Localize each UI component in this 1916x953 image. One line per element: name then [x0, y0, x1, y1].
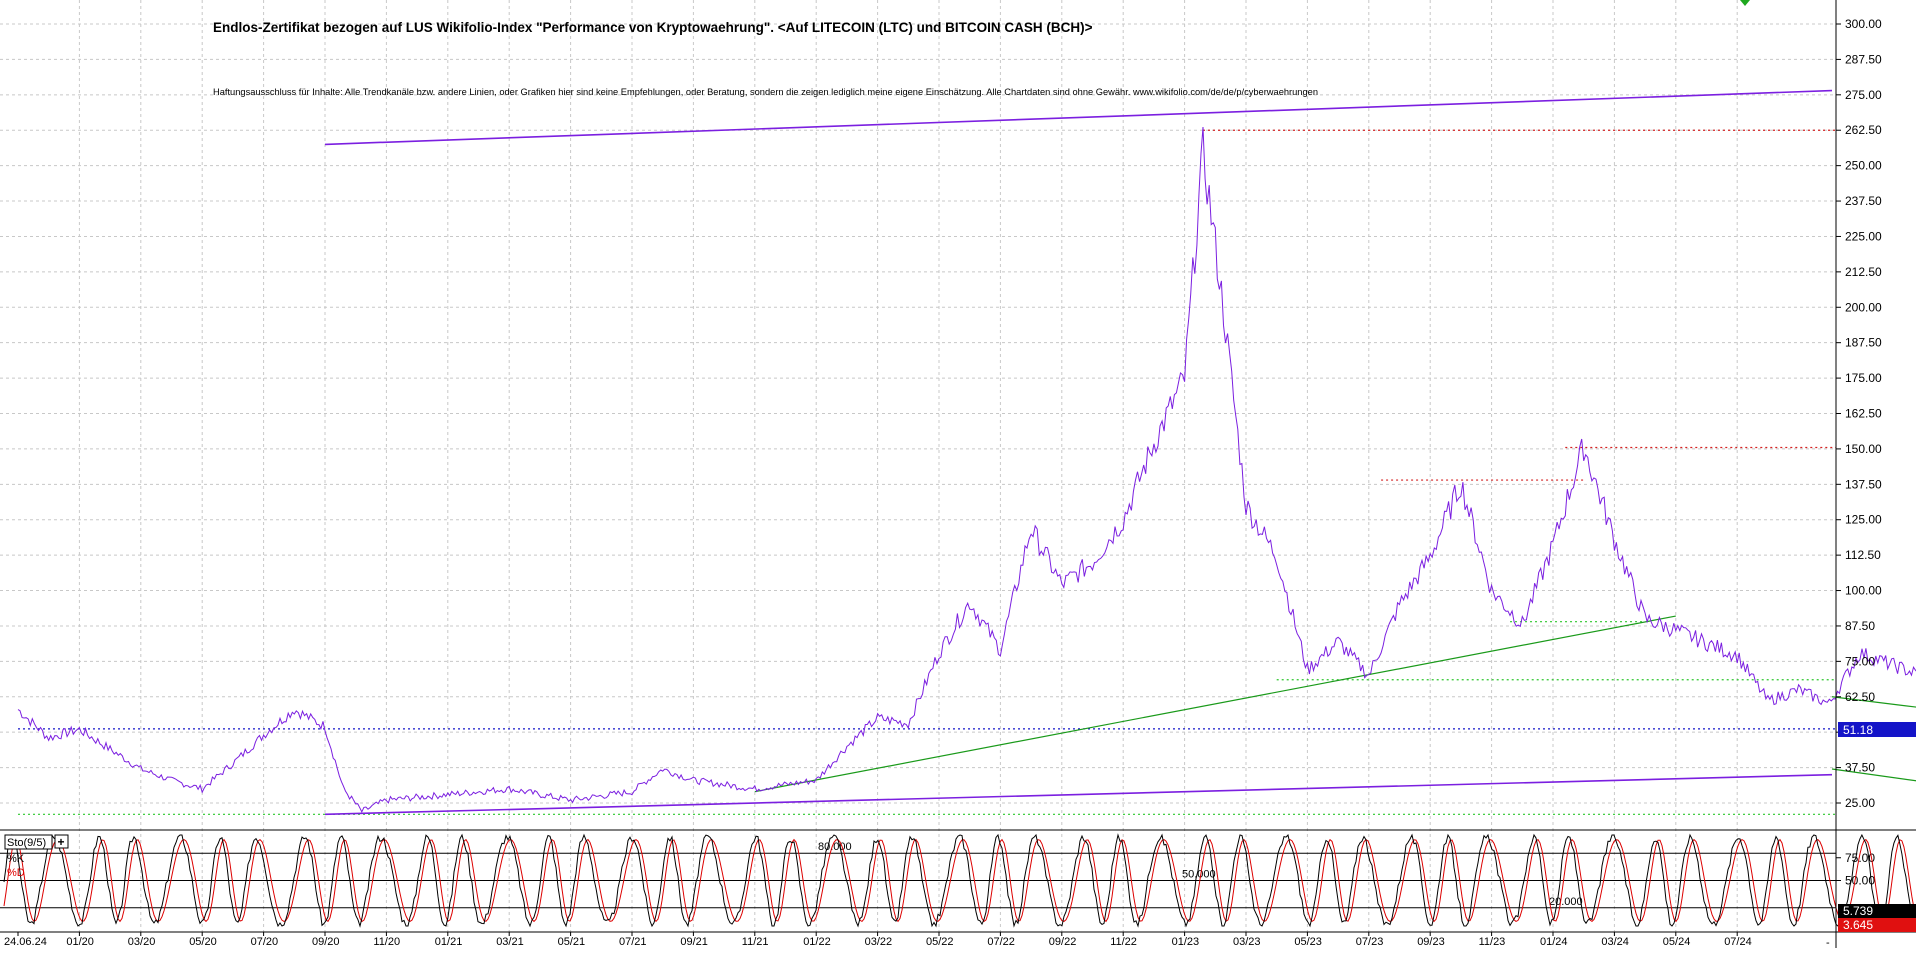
x-axis: 24.06.24 01/20 03/20 05/20 07/20 09/20 11/20 01…	[4, 932, 1752, 948]
x-tick-label: 09/21	[680, 936, 708, 948]
trend-line	[324, 89, 1833, 146]
y-tick-label: 75.00	[1845, 654, 1875, 668]
x-tick-label: 03/24	[1601, 936, 1629, 948]
y-tick-label: 137.50	[1845, 477, 1882, 491]
y-tick-label: 162.50	[1845, 407, 1882, 421]
y-tick-label: 175.00	[1845, 371, 1882, 385]
x-tick-label: 07/24	[1724, 936, 1752, 948]
trend-line	[754, 615, 1676, 793]
x-tick-label: 05/21	[558, 936, 586, 948]
y-tick-label: 237.50	[1845, 194, 1882, 208]
scroll-dash-icon[interactable]: -	[1826, 937, 1830, 949]
levels-layer	[18, 129, 1836, 815]
x-tick-label: 01/21	[435, 936, 463, 948]
y-tick-label: 212.50	[1845, 265, 1882, 279]
x-tick-label: 09/22	[1049, 936, 1077, 948]
stoch-k-line	[3, 833, 1916, 928]
x-tick-label: 05/23	[1294, 936, 1322, 948]
y-tick-label: 200.00	[1845, 300, 1882, 314]
grid-layer	[0, 0, 1836, 932]
osc-level-label: 50.000	[1182, 869, 1216, 881]
price-y-axis: 300.00 287.50 275.00 262.50 250.00 237.50 225.…	[1836, 17, 1882, 810]
x-tick-label: 03/23	[1233, 936, 1261, 948]
x-tick-label: 01/20	[66, 936, 94, 948]
k-legend-label: %K	[7, 853, 25, 865]
oscillator-label-box	[4, 834, 53, 850]
x-tick-label: 11/22	[1110, 936, 1137, 948]
x-tick-label: 07/21	[619, 936, 647, 948]
d-value-label: 3.645	[1843, 918, 1873, 932]
last-value-box	[1838, 722, 1916, 737]
d-value-box	[1838, 918, 1916, 932]
k-value-label: 5.739	[1843, 904, 1873, 918]
y-tick-label: 37.50	[1845, 761, 1875, 775]
trend-line	[1831, 696, 1916, 708]
last-value-label: 51.18	[1843, 723, 1873, 737]
y-tick-label: 125.00	[1845, 513, 1882, 527]
x-tick-label: 09/23	[1417, 936, 1445, 948]
y-tick-label: 275.00	[1845, 88, 1882, 102]
d-legend-label: %D	[7, 867, 25, 879]
stoch-d-line	[3, 838, 1916, 923]
x-tick-label: 01/22	[803, 936, 831, 948]
x-tick-label: 05/20	[189, 936, 217, 948]
chart-title: Endlos-Zertifikat bezogen auf LUS Wikifo…	[213, 20, 1093, 35]
x-tick-label: 11/21	[742, 936, 769, 948]
y-tick-label: 25.00	[1845, 796, 1875, 810]
y-tick-label: 287.50	[1845, 52, 1882, 66]
x-tick-label: 11/20	[373, 936, 400, 948]
y-tick-label: 300.00	[1845, 17, 1882, 31]
trend-layer	[324, 89, 1916, 816]
trend-line	[1831, 768, 1916, 782]
x-tick-label: 03/21	[496, 936, 524, 948]
x-tick-label: 07/23	[1356, 936, 1384, 948]
y-tick-label: 225.00	[1845, 229, 1882, 243]
osc-y-tick-label: 50.00	[1845, 874, 1875, 888]
y-tick-label: 62.50	[1845, 690, 1875, 704]
series-layer	[17, 126, 1916, 813]
x-tick-label: 05/22	[926, 936, 954, 948]
x-tick-label: 07/20	[251, 936, 279, 948]
oscillator-label: Sto(9/5)	[7, 837, 46, 849]
y-tick-label: 87.50	[1845, 619, 1875, 633]
x-tick-label: 01/23	[1172, 936, 1200, 948]
y-tick-label: 250.00	[1845, 159, 1882, 173]
price-series-line	[17, 126, 1916, 813]
y-tick-label: 150.00	[1845, 442, 1882, 456]
osc-level-label: 80.000	[818, 841, 852, 853]
disclaimer-text: Haftungsausschluss für Inhalte: Alle Tre…	[213, 87, 1318, 98]
x-tick-label: 01/24	[1540, 936, 1568, 948]
x-tick-label: 09/20	[312, 936, 340, 948]
osc-level-label: 20.000	[1549, 896, 1583, 908]
oscillator-add-button[interactable]	[54, 834, 69, 849]
y-tick-label: 100.00	[1845, 584, 1882, 598]
x-tick-label: 07/22	[987, 936, 1015, 948]
k-value-box	[1838, 904, 1916, 918]
trend-line	[324, 773, 1833, 816]
x-tick-label: 05/24	[1663, 936, 1691, 948]
y-tick-label: 112.50	[1845, 548, 1881, 562]
x-tick-label: 24.06.24	[4, 936, 47, 948]
oscillator-add-icon: +	[58, 835, 65, 849]
x-tick-label: 11/23	[1479, 936, 1506, 948]
top-marker-icon	[1740, 0, 1750, 6]
x-tick-label: 03/22	[865, 936, 893, 948]
y-tick-label: 262.50	[1845, 123, 1882, 137]
y-tick-label: 187.50	[1845, 336, 1882, 350]
x-tick-label: 03/20	[128, 936, 156, 948]
